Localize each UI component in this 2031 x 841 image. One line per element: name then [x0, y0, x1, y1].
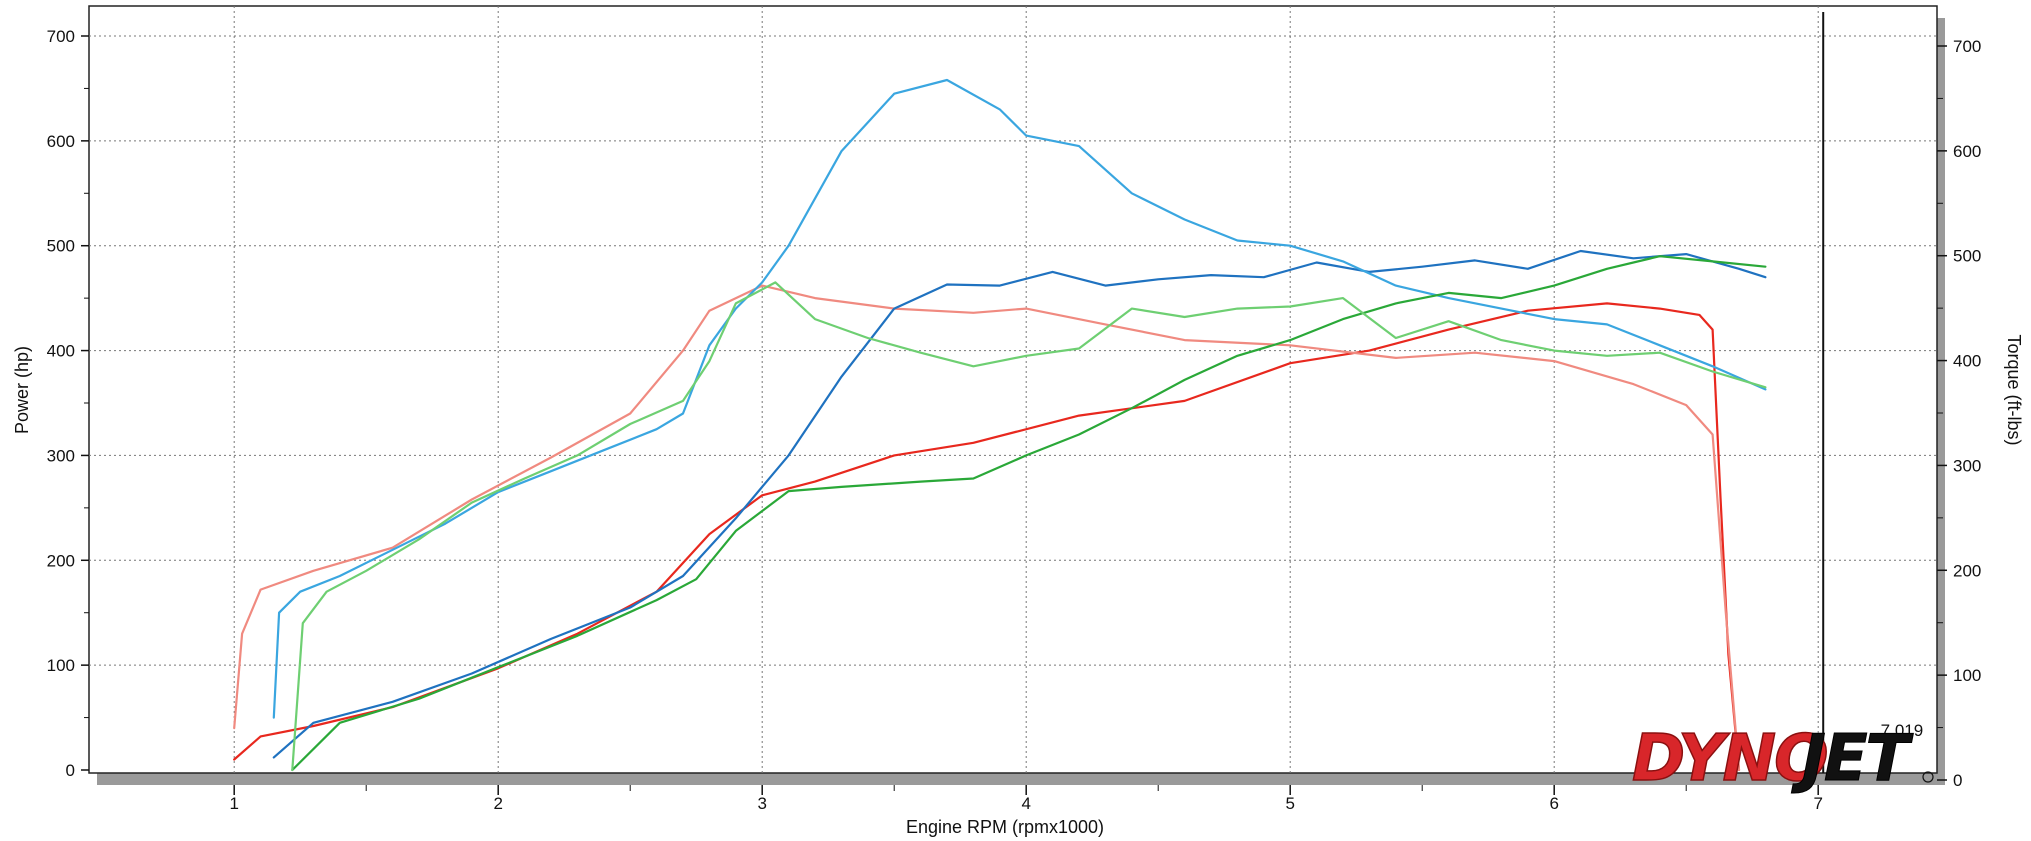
- svg-text:DYNO: DYNO: [1632, 722, 1827, 796]
- y-tick-label: 600: [47, 132, 75, 151]
- series-line-3: [272, 249, 1767, 759]
- y-axis-left-ticks: 0 100 200 300 400 500 600 700: [47, 27, 89, 780]
- rpm-marker-label: 7.019: [1881, 721, 1924, 740]
- y2-tick-label: 500: [1953, 247, 1981, 266]
- y2-tick-label: 100: [1953, 666, 1981, 685]
- y-axis-left-title: Power (hp): [12, 346, 32, 434]
- y-tick-label: 400: [47, 342, 75, 361]
- series-line-5: [291, 255, 1767, 772]
- y2-tick-label: 400: [1953, 352, 1981, 371]
- x-tick-label: 6: [1549, 794, 1558, 813]
- plot-area: [88, 5, 1938, 774]
- dynojet-logo: DYNO JET: [1631, 721, 1934, 797]
- x-tick-label: 3: [757, 794, 766, 813]
- y-tick-label: 0: [66, 761, 75, 780]
- series-line-6: [291, 281, 1767, 772]
- y-axis-right-title: Torque (ft-lbs): [2004, 334, 2024, 445]
- y2-tick-label: 300: [1953, 456, 1981, 475]
- x-tick-label: 2: [493, 794, 502, 813]
- svg-text:JET: JET: [1791, 722, 1914, 796]
- x-tick-label: 1: [229, 794, 238, 813]
- x-axis-ticks: 1 2 3 4 5 6 7: [229, 785, 1823, 813]
- y-axis-right-ticks: 0 100 200 300 400 500 600 700: [1937, 37, 1981, 790]
- x-tick-label: 5: [1285, 794, 1294, 813]
- series-layer: [233, 78, 1767, 772]
- series-line-2: [233, 284, 1741, 772]
- y2-tick-label: 700: [1953, 37, 1981, 56]
- x-tick-label: 7: [1813, 794, 1822, 813]
- y-tick-label: 200: [47, 551, 75, 570]
- y-tick-label: 700: [47, 27, 75, 46]
- y2-tick-label: 600: [1953, 142, 1981, 161]
- y2-tick-label: 0: [1953, 771, 1962, 790]
- grid-lines: [89, 6, 1937, 773]
- x-tick-label: 4: [1021, 794, 1030, 813]
- y-tick-label: 500: [47, 237, 75, 256]
- y-tick-label: 300: [47, 446, 75, 465]
- series-line-4: [272, 78, 1767, 719]
- y-tick-label: 100: [47, 656, 75, 675]
- x-axis-title: Engine RPM (rpmx1000): [906, 817, 1104, 837]
- y2-tick-label: 200: [1953, 561, 1981, 580]
